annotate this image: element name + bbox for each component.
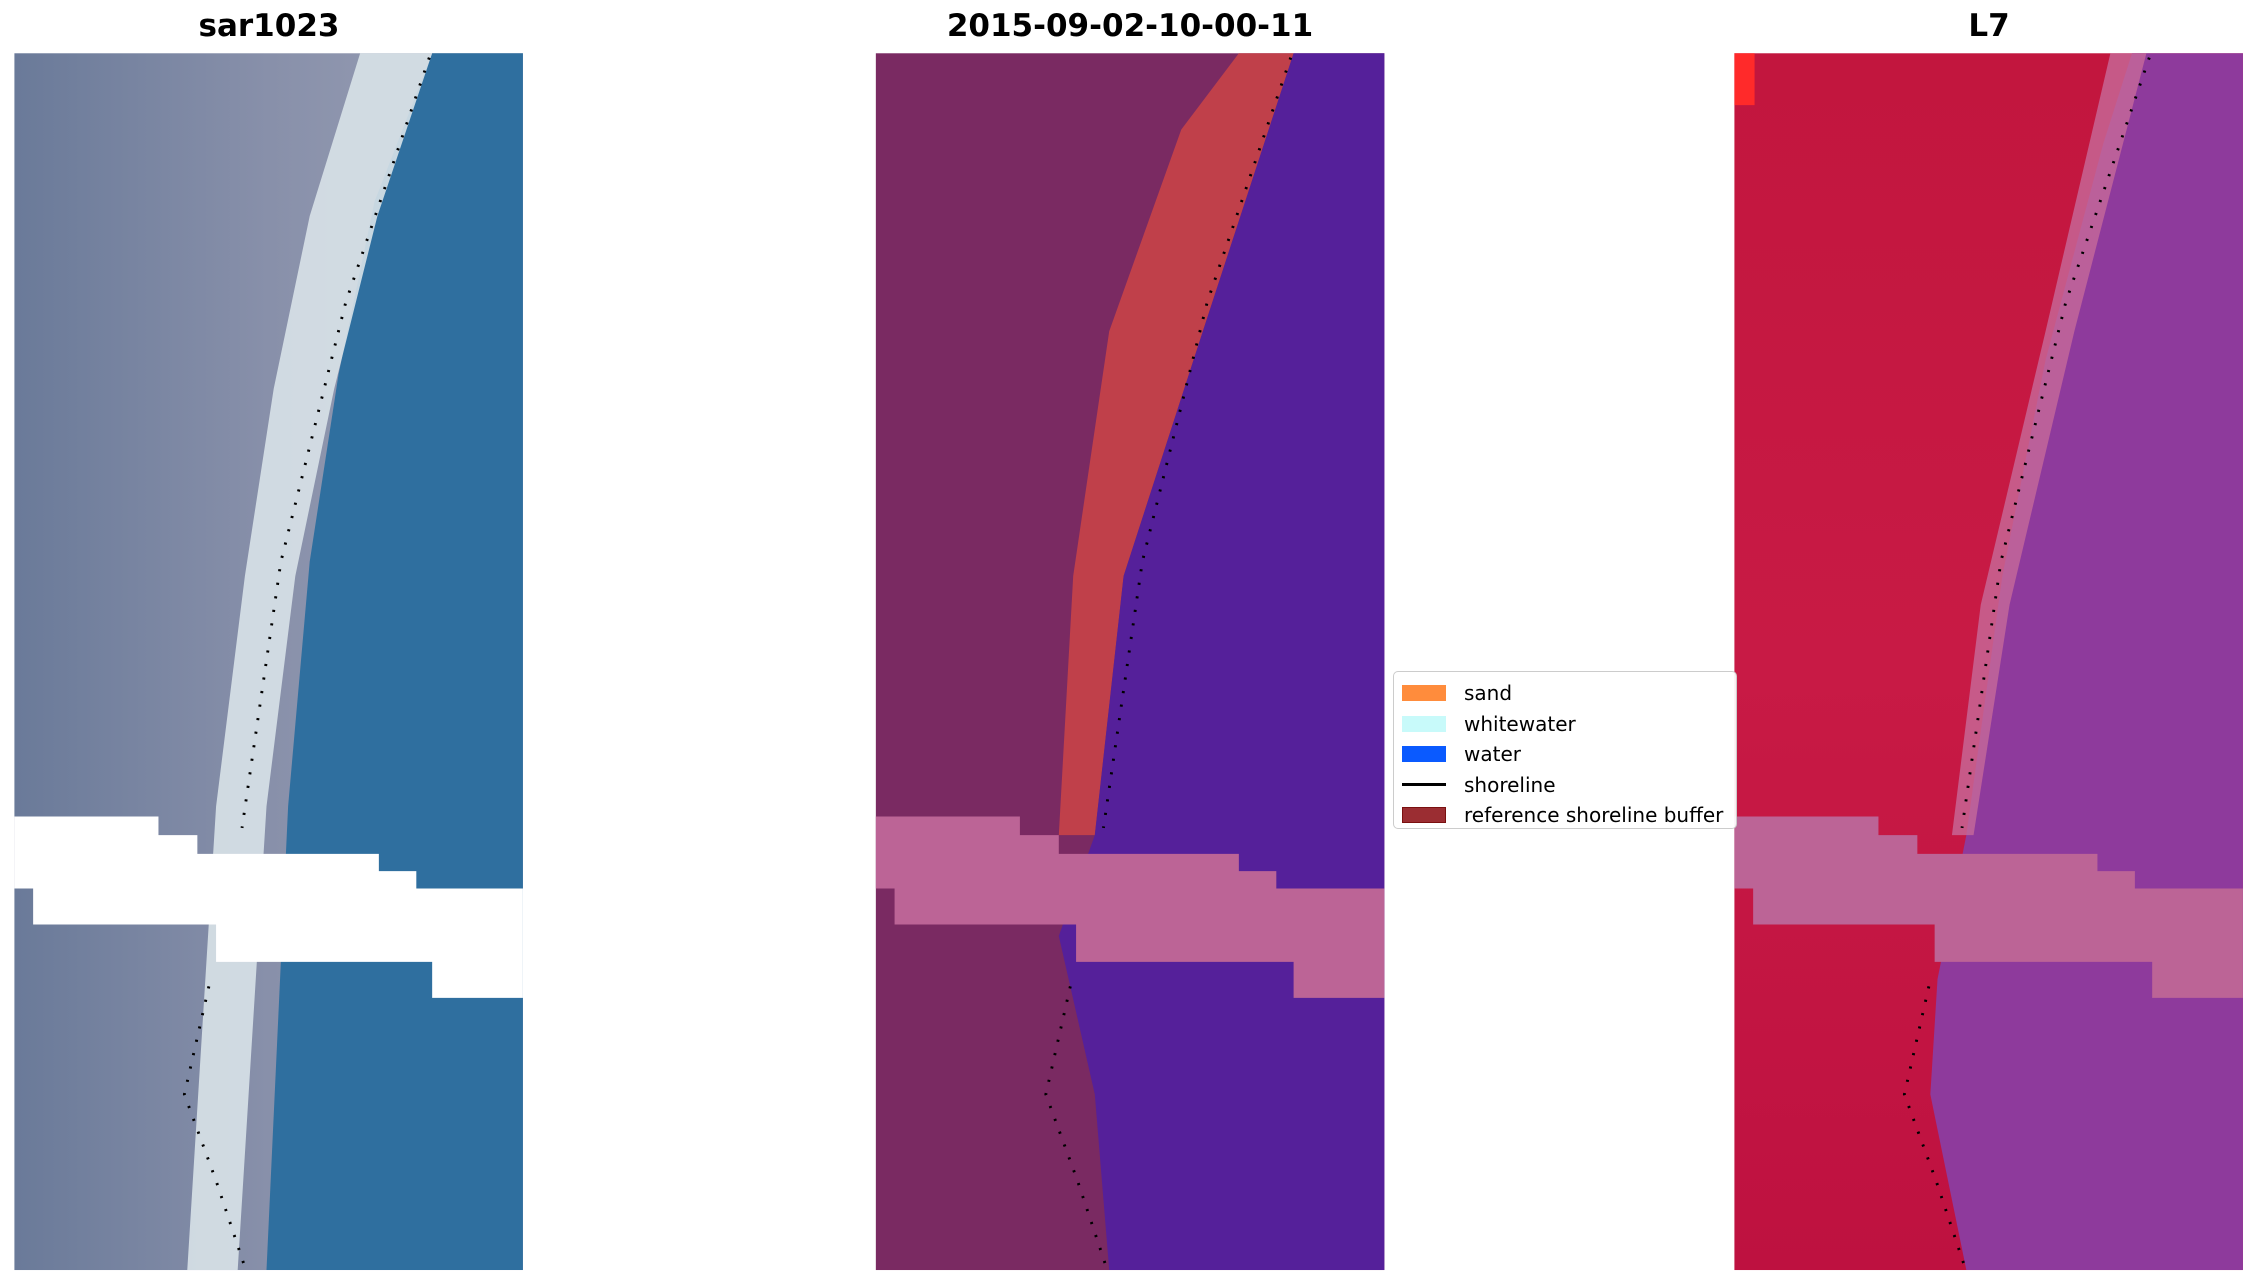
legend-label: reference shoreline buffer	[1464, 803, 1724, 828]
legend-label: shoreline	[1464, 772, 1556, 797]
legend-item-buffer: reference shoreline buffer	[1402, 800, 1736, 831]
panel-title-3: L7	[1968, 8, 2010, 44]
legend-label: water	[1464, 742, 1521, 767]
legend-label: whitewater	[1464, 711, 1576, 736]
legend-item-sand: sand	[1402, 678, 1736, 709]
panel-rgb-image	[14, 53, 523, 1271]
legend: sand whitewater water shoreline referenc…	[1393, 671, 1737, 829]
legend-item-whitewater: whitewater	[1402, 709, 1736, 740]
legend-label: sand	[1464, 681, 1513, 706]
panel-title-2: 2015-09-02-10-00-11	[946, 8, 1314, 44]
shoreline-panel-1-lower	[182, 986, 247, 1268]
legend-item-water: water	[1402, 739, 1736, 770]
shoreline-panel-2-lower	[1044, 986, 1108, 1268]
shoreline-swatch	[1402, 783, 1446, 787]
legend-item-shoreline: shoreline	[1402, 770, 1736, 801]
water-swatch	[1402, 746, 1446, 763]
whitewater-swatch	[1402, 715, 1446, 732]
panel-classified-image	[875, 53, 1385, 1271]
panel-false-color-image	[1734, 53, 2243, 1271]
panel-title-1: sar1023	[198, 8, 340, 44]
sand-swatch	[1402, 685, 1446, 702]
shoreline-panel-3-lower	[1902, 986, 1967, 1268]
buffer-swatch	[1402, 807, 1446, 824]
